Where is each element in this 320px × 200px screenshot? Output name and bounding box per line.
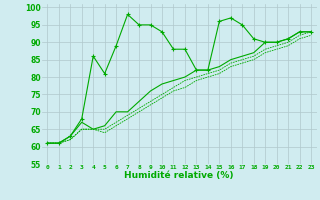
X-axis label: Humidité relative (%): Humidité relative (%) bbox=[124, 171, 234, 180]
